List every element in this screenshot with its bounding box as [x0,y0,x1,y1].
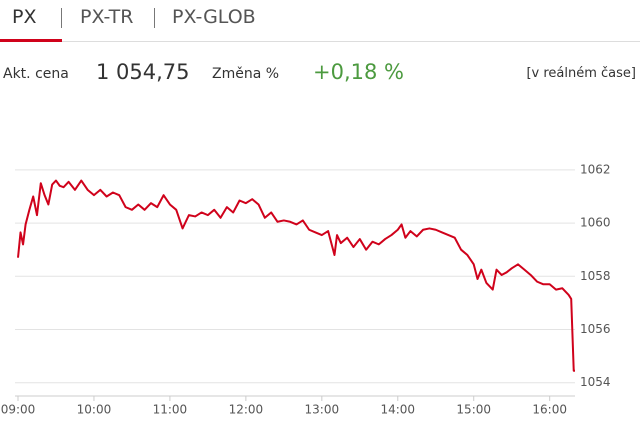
x-tick-label: 15:00 [456,403,491,417]
x-tick-label: 09:00 [1,403,36,417]
price-line [17,179,575,372]
x-tick-label: 11:00 [153,403,188,417]
tab[interactable]: PX-GLOB [172,6,256,28]
x-tick-label: 12:00 [229,403,264,417]
price: 1 054,75 [96,60,190,84]
active-tab-indicator [0,39,62,42]
y-tick-label: 1054 [580,375,611,389]
tab[interactable]: PX-TR [80,6,134,28]
price-label: Akt. cena [3,66,69,82]
y-tick-label: 1058 [580,269,611,283]
realtime-note: [v reálném čase] [526,66,636,81]
tab-border [0,41,640,42]
tab-separator [61,8,62,28]
y-tick-label: 1060 [580,216,611,230]
tab-separator [154,8,155,28]
x-tick-label: 14:00 [380,403,415,417]
change: +0,18 % [313,60,404,84]
x-tick-label: 13:00 [305,403,340,417]
y-tick-label: 1062 [580,162,611,176]
x-tick-label: 10:00 [77,403,112,417]
change-label: Změna % [212,66,280,82]
tab[interactable]: PX [12,6,37,28]
x-tick-label: 16:00 [532,403,567,417]
y-tick-label: 1056 [580,322,611,336]
